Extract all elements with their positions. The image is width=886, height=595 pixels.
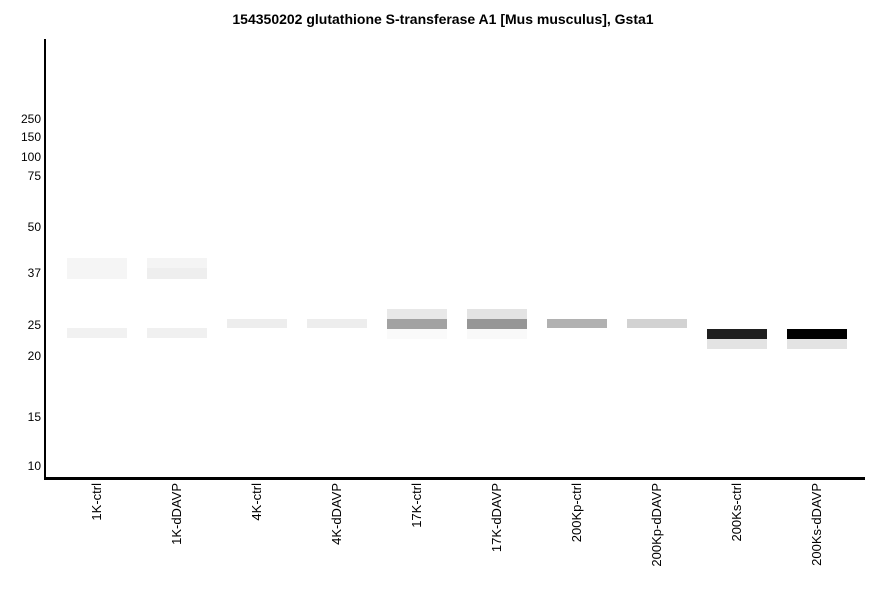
blot-band [467,309,527,319]
lane-label: 200Kp-dDAVP [649,483,664,567]
lane-label: 200Kp-ctrl [569,483,584,543]
blot-band [627,319,687,328]
y-tick-label: 10 [27,459,41,473]
blot-band [307,319,367,328]
y-tick-label: 100 [20,150,41,164]
lane-label: 200Ks-ctrl [729,483,744,542]
blot-band [387,319,447,329]
blot-band [387,329,447,339]
y-tick-label: 15 [27,410,41,424]
blot-band [147,328,207,338]
blot-band [707,339,767,349]
y-axis-line [44,39,46,480]
blot-band [467,319,527,329]
blot-band [787,339,847,349]
y-tick-label: 50 [27,220,41,234]
y-tick-label: 150 [20,130,41,144]
blot-band [67,258,127,279]
blot-band [787,329,847,339]
blot-band [147,258,207,268]
y-tick-label: 250 [20,112,41,126]
y-tick-label: 20 [27,349,41,363]
x-axis-line [44,477,865,480]
blot-band [547,319,607,328]
lane-label: 4K-ctrl [249,483,264,521]
lane-label: 1K-dDAVP [169,483,184,545]
y-tick-label: 75 [27,169,41,183]
blot-band [227,319,287,328]
lane-label: 17K-dDAVP [489,483,504,553]
lane-label: 4K-dDAVP [329,483,344,545]
lane-label: 1K-ctrl [89,483,104,521]
lane-label: 200Ks-dDAVP [809,483,824,566]
blot-band [67,328,127,338]
blot-band [467,329,527,339]
lane-label: 17K-ctrl [409,483,424,528]
figure-title: 154350202 glutathione S-transferase A1 [… [232,11,654,27]
blot-band [147,268,207,279]
y-tick-label: 25 [27,318,41,332]
y-tick-label: 37 [27,266,41,280]
blot-band [387,309,447,319]
blot-band [707,329,767,339]
